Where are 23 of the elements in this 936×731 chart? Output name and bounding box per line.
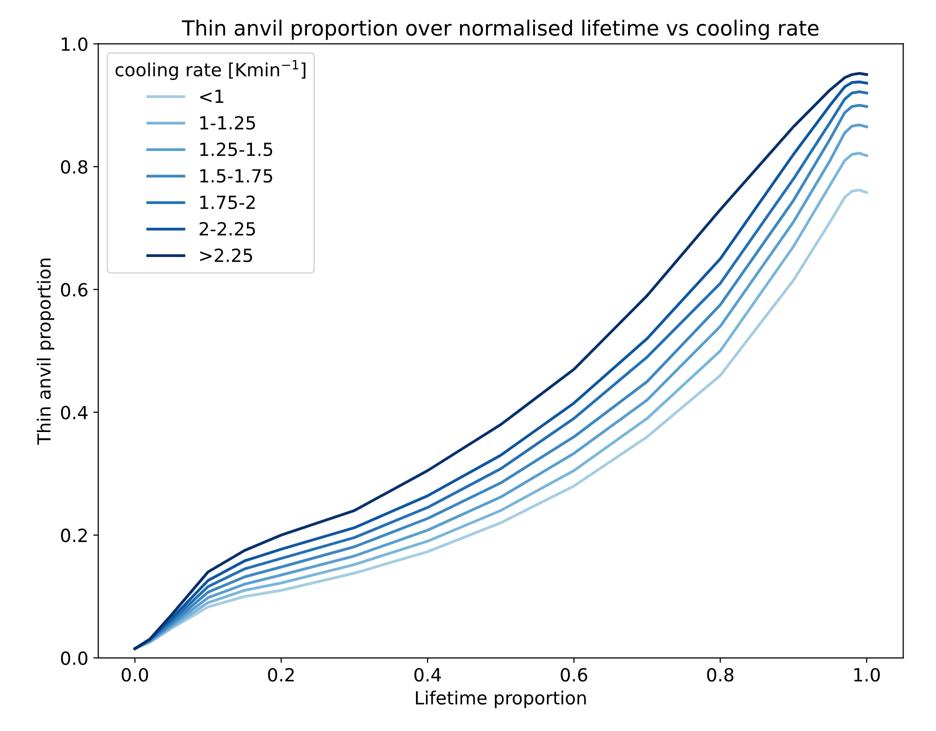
legend-label: >2.25: [200, 248, 252, 262]
y-tick-label: 0.6: [61, 282, 88, 297]
x-tick-label: 0.8: [707, 668, 734, 682]
legend-label: 2-2.25: [200, 222, 255, 236]
y-tick-label: 0.8: [61, 160, 88, 174]
y-tick-label: 0.2: [61, 528, 87, 542]
legend-label: 1.25-1.5: [200, 142, 272, 156]
x-axis-title: Lifetime proportion: [416, 690, 586, 708]
y-tick-label: 0.0: [61, 651, 88, 666]
y-tick-label: 0.4: [61, 406, 88, 420]
legend-label: <1: [200, 90, 224, 103]
y-axis-title: Thin anvil proportion: [36, 258, 54, 445]
x-tick-label: 0.6: [560, 668, 588, 682]
x-tick-label: 0.2: [268, 668, 294, 682]
chart-title: Thin anvil proportion over normalised lifetime vs cooling rate: [182, 20, 818, 40]
legend-title: cooling rate [Kmin$^{−1}$]: [116, 60, 306, 80]
x-tick-label: 0.0: [122, 668, 148, 682]
x-tick-label: 1.0: [854, 668, 880, 682]
x-tick-label: 0.4: [414, 668, 441, 682]
legend-label: 1-1.25: [200, 116, 255, 130]
y-tick-label: 1.0: [62, 37, 88, 51]
legend-label: 1.75-2: [200, 196, 255, 210]
legend-label: 1.5-1.75: [200, 169, 272, 183]
